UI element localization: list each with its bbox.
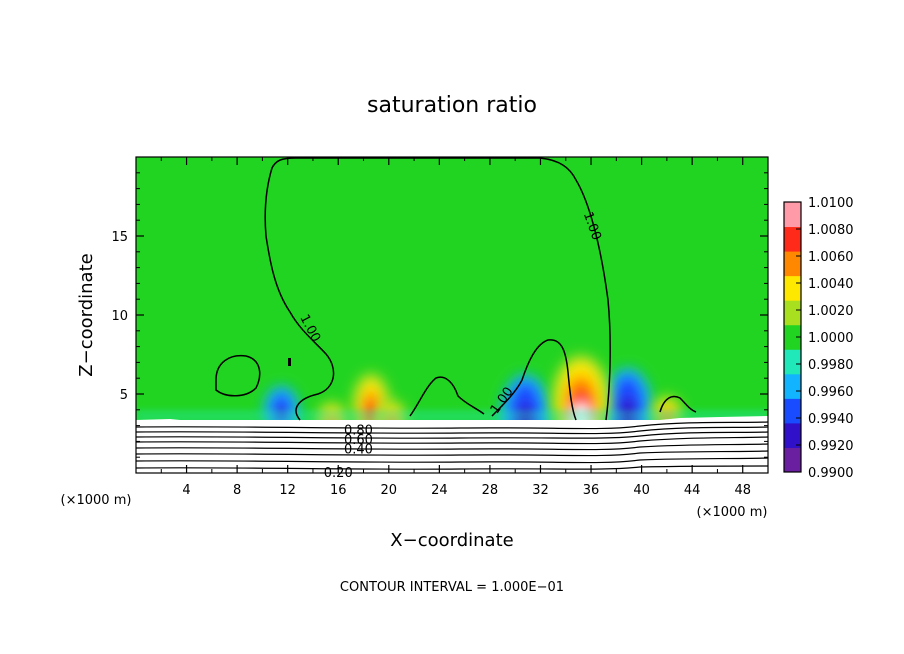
x-tick-label: 4 bbox=[182, 483, 190, 498]
colorbar-label: 0.9920 bbox=[808, 439, 854, 454]
colorbar-label: 0.9940 bbox=[808, 412, 854, 427]
y-axis-label: Z−coordinate bbox=[76, 253, 97, 376]
plot-area bbox=[136, 157, 768, 473]
x-tick-label: 20 bbox=[381, 483, 398, 498]
colorbar-swatch bbox=[784, 300, 801, 326]
x-axis-label: X−coordinate bbox=[390, 530, 513, 551]
colorbar-swatch bbox=[784, 422, 801, 448]
x-unit-right: (×1000 m) bbox=[697, 505, 768, 520]
x-tick-label: 40 bbox=[633, 483, 650, 498]
colorbar-label: 0.9900 bbox=[808, 466, 854, 481]
colorbar-swatch bbox=[784, 373, 801, 399]
colorbar-swatch bbox=[784, 251, 801, 277]
colorbar-label: 1.0040 bbox=[808, 277, 854, 292]
x-tick-label: 12 bbox=[279, 483, 296, 498]
colorbar-label: 0.9980 bbox=[808, 358, 854, 373]
terrain-top-edge bbox=[136, 416, 768, 426]
colorbar-swatch bbox=[784, 324, 801, 350]
stratified-contours bbox=[136, 421, 768, 470]
contour-label: 0.40 bbox=[344, 442, 373, 457]
x-unit-left: (×1000 m) bbox=[61, 493, 132, 508]
colorbar-swatch bbox=[784, 447, 801, 473]
y-tick-label: 15 bbox=[111, 230, 128, 245]
saturation-contours bbox=[215, 157, 697, 421]
x-tick-label: 32 bbox=[532, 483, 549, 498]
x-tick-label: 8 bbox=[233, 483, 241, 498]
contour-label: 0.80 bbox=[344, 423, 373, 438]
contour-label: 0.60 bbox=[344, 433, 373, 448]
colorbar-label: 0.9960 bbox=[808, 385, 854, 400]
y-tick-label: 10 bbox=[111, 309, 128, 324]
x-tick-label: 36 bbox=[583, 483, 600, 498]
colorbar: 1.0100 1.0080 1.0060 1.0040 1.0020 1.0000 0.99… bbox=[783, 196, 854, 481]
x-tick-label: 44 bbox=[684, 483, 701, 498]
x-tick-label: 28 bbox=[482, 483, 499, 498]
colorbar-swatch bbox=[784, 275, 801, 301]
y-tick-label: 5 bbox=[120, 388, 128, 403]
colorbar-label: 1.0080 bbox=[808, 223, 854, 238]
x-tick-label: 16 bbox=[330, 483, 347, 498]
colorbar-label: 1.0020 bbox=[808, 304, 854, 319]
contour-interval: CONTOUR INTERVAL = 1.000E−01 bbox=[340, 580, 564, 595]
chart-title: saturation ratio bbox=[367, 93, 537, 118]
colorbar-swatch bbox=[784, 398, 801, 424]
x-tick-label: 48 bbox=[734, 483, 751, 498]
colorbar-swatch bbox=[784, 226, 801, 252]
colorbar-swatch bbox=[784, 349, 801, 375]
colorbar-label: 1.0060 bbox=[808, 250, 854, 265]
colorbar-label: 1.0100 bbox=[808, 196, 854, 211]
colorbar-swatch bbox=[784, 202, 801, 228]
contour-label: 0.20 bbox=[324, 466, 353, 481]
colorbar-label: 1.0000 bbox=[808, 331, 854, 346]
x-tick-label: 24 bbox=[431, 483, 448, 498]
moisture-marker bbox=[288, 358, 291, 366]
